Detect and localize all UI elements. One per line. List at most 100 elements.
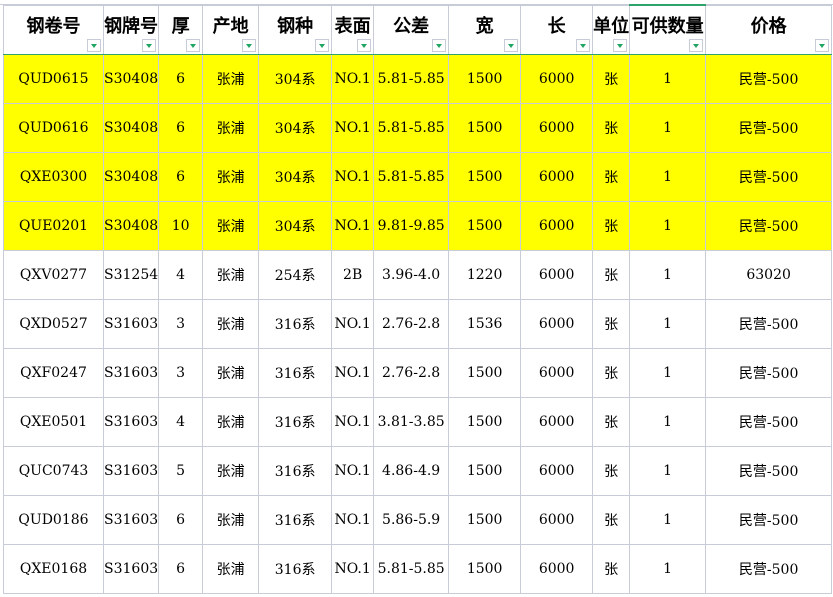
- filter-dropdown-icon[interactable]: [432, 39, 447, 52]
- table-cell[interactable]: 2B: [331, 250, 375, 300]
- filter-dropdown-icon[interactable]: [357, 39, 372, 52]
- table-cell[interactable]: 民营-500: [705, 544, 833, 594]
- column-header[interactable]: 可供数量: [629, 4, 707, 55]
- filter-dropdown-icon[interactable]: [504, 39, 519, 52]
- table-cell[interactable]: NO.1: [331, 103, 375, 153]
- table-cell[interactable]: 张浦: [202, 201, 260, 251]
- table-cell[interactable]: NO.1: [331, 201, 375, 251]
- table-cell[interactable]: 张: [592, 201, 631, 251]
- table-cell[interactable]: NO.1: [331, 544, 375, 594]
- filter-dropdown-icon[interactable]: [87, 39, 101, 52]
- table-cell[interactable]: 张浦: [202, 54, 260, 104]
- table-cell[interactable]: NO.1: [331, 152, 375, 202]
- column-header[interactable]: 表面: [331, 4, 375, 55]
- table-cell[interactable]: 1: [629, 54, 707, 104]
- table-cell[interactable]: 1500: [448, 152, 522, 202]
- filter-dropdown-icon[interactable]: [613, 39, 628, 52]
- table-cell[interactable]: 张: [592, 250, 631, 300]
- table-cell[interactable]: QUD0615: [3, 54, 104, 104]
- table-cell[interactable]: QXV0277: [3, 250, 104, 300]
- table-cell[interactable]: 张: [592, 495, 631, 545]
- table-cell[interactable]: 张: [592, 54, 631, 104]
- table-cell[interactable]: 316系: [258, 348, 333, 398]
- table-cell[interactable]: 民营-500: [705, 348, 833, 398]
- table-cell[interactable]: 1: [629, 544, 707, 594]
- table-cell[interactable]: QXF0247: [3, 348, 104, 398]
- table-cell[interactable]: 张: [592, 397, 631, 447]
- table-cell[interactable]: 4: [158, 397, 204, 447]
- table-cell[interactable]: 张浦: [202, 250, 260, 300]
- table-cell[interactable]: 1500: [448, 201, 522, 251]
- table-cell[interactable]: 张浦: [202, 152, 260, 202]
- filter-dropdown-icon[interactable]: [242, 39, 257, 52]
- column-header[interactable]: 价格: [705, 4, 833, 55]
- table-cell[interactable]: 316系: [258, 397, 333, 447]
- table-cell[interactable]: 6: [158, 152, 204, 202]
- table-cell[interactable]: 6000: [520, 54, 594, 104]
- table-cell[interactable]: S30408: [102, 54, 160, 104]
- table-cell[interactable]: 2.76-2.8: [373, 299, 450, 349]
- table-cell[interactable]: S30408: [102, 103, 160, 153]
- table-cell[interactable]: 4: [158, 250, 204, 300]
- table-cell[interactable]: S31603: [102, 495, 160, 545]
- table-cell[interactable]: 1: [629, 397, 707, 447]
- table-cell[interactable]: NO.1: [331, 348, 375, 398]
- table-cell[interactable]: 民营-500: [705, 152, 833, 202]
- filter-dropdown-icon[interactable]: [186, 39, 201, 52]
- table-cell[interactable]: 民营-500: [705, 103, 833, 153]
- table-cell[interactable]: 6000: [520, 299, 594, 349]
- table-cell[interactable]: 张浦: [202, 544, 260, 594]
- table-cell[interactable]: 10: [158, 201, 204, 251]
- table-cell[interactable]: 民营-500: [705, 397, 833, 447]
- table-cell[interactable]: 张: [592, 544, 631, 594]
- table-cell[interactable]: 5.86-5.9: [373, 495, 450, 545]
- table-cell[interactable]: 6000: [520, 495, 594, 545]
- table-cell[interactable]: 1: [629, 348, 707, 398]
- table-cell[interactable]: 民营-500: [705, 201, 833, 251]
- table-cell[interactable]: 6000: [520, 446, 594, 496]
- table-cell[interactable]: 3.96-4.0: [373, 250, 450, 300]
- filter-dropdown-icon[interactable]: [315, 39, 330, 52]
- table-cell[interactable]: 3: [158, 348, 204, 398]
- column-header[interactable]: 厚: [158, 4, 204, 55]
- table-cell[interactable]: S31603: [102, 397, 160, 447]
- table-cell[interactable]: NO.1: [331, 495, 375, 545]
- column-header[interactable]: 单位: [592, 4, 631, 55]
- table-cell[interactable]: 316系: [258, 446, 333, 496]
- column-header[interactable]: 宽: [448, 4, 522, 55]
- table-cell[interactable]: NO.1: [331, 54, 375, 104]
- table-cell[interactable]: QUE0201: [3, 201, 104, 251]
- table-cell[interactable]: 6000: [520, 544, 594, 594]
- table-cell[interactable]: 1500: [448, 348, 522, 398]
- table-cell[interactable]: 1220: [448, 250, 522, 300]
- table-cell[interactable]: 5.81-5.85: [373, 152, 450, 202]
- table-cell[interactable]: 民营-500: [705, 446, 833, 496]
- table-cell[interactable]: S30408: [102, 201, 160, 251]
- table-cell[interactable]: 6000: [520, 103, 594, 153]
- table-cell[interactable]: S31603: [102, 544, 160, 594]
- table-cell[interactable]: 民营-500: [705, 54, 833, 104]
- table-cell[interactable]: QUC0743: [3, 446, 104, 496]
- column-header[interactable]: 公差: [373, 4, 450, 55]
- table-cell[interactable]: 6: [158, 54, 204, 104]
- table-cell[interactable]: 316系: [258, 495, 333, 545]
- table-cell[interactable]: 1500: [448, 103, 522, 153]
- table-cell[interactable]: 张: [592, 152, 631, 202]
- table-cell[interactable]: QXE0501: [3, 397, 104, 447]
- column-header[interactable]: 钢种: [258, 4, 333, 55]
- table-cell[interactable]: 6000: [520, 250, 594, 300]
- table-cell[interactable]: 张浦: [202, 348, 260, 398]
- table-cell[interactable]: 1500: [448, 54, 522, 104]
- table-cell[interactable]: QUD0616: [3, 103, 104, 153]
- table-cell[interactable]: 304系: [258, 201, 333, 251]
- table-cell[interactable]: 张: [592, 446, 631, 496]
- table-cell[interactable]: 张浦: [202, 446, 260, 496]
- table-cell[interactable]: 张浦: [202, 103, 260, 153]
- column-header[interactable]: 钢卷号: [3, 4, 104, 55]
- table-cell[interactable]: 民营-500: [705, 495, 833, 545]
- table-cell[interactable]: NO.1: [331, 446, 375, 496]
- table-cell[interactable]: NO.1: [331, 299, 375, 349]
- table-cell[interactable]: 1: [629, 446, 707, 496]
- column-header[interactable]: 产地: [202, 4, 260, 55]
- table-cell[interactable]: 1: [629, 103, 707, 153]
